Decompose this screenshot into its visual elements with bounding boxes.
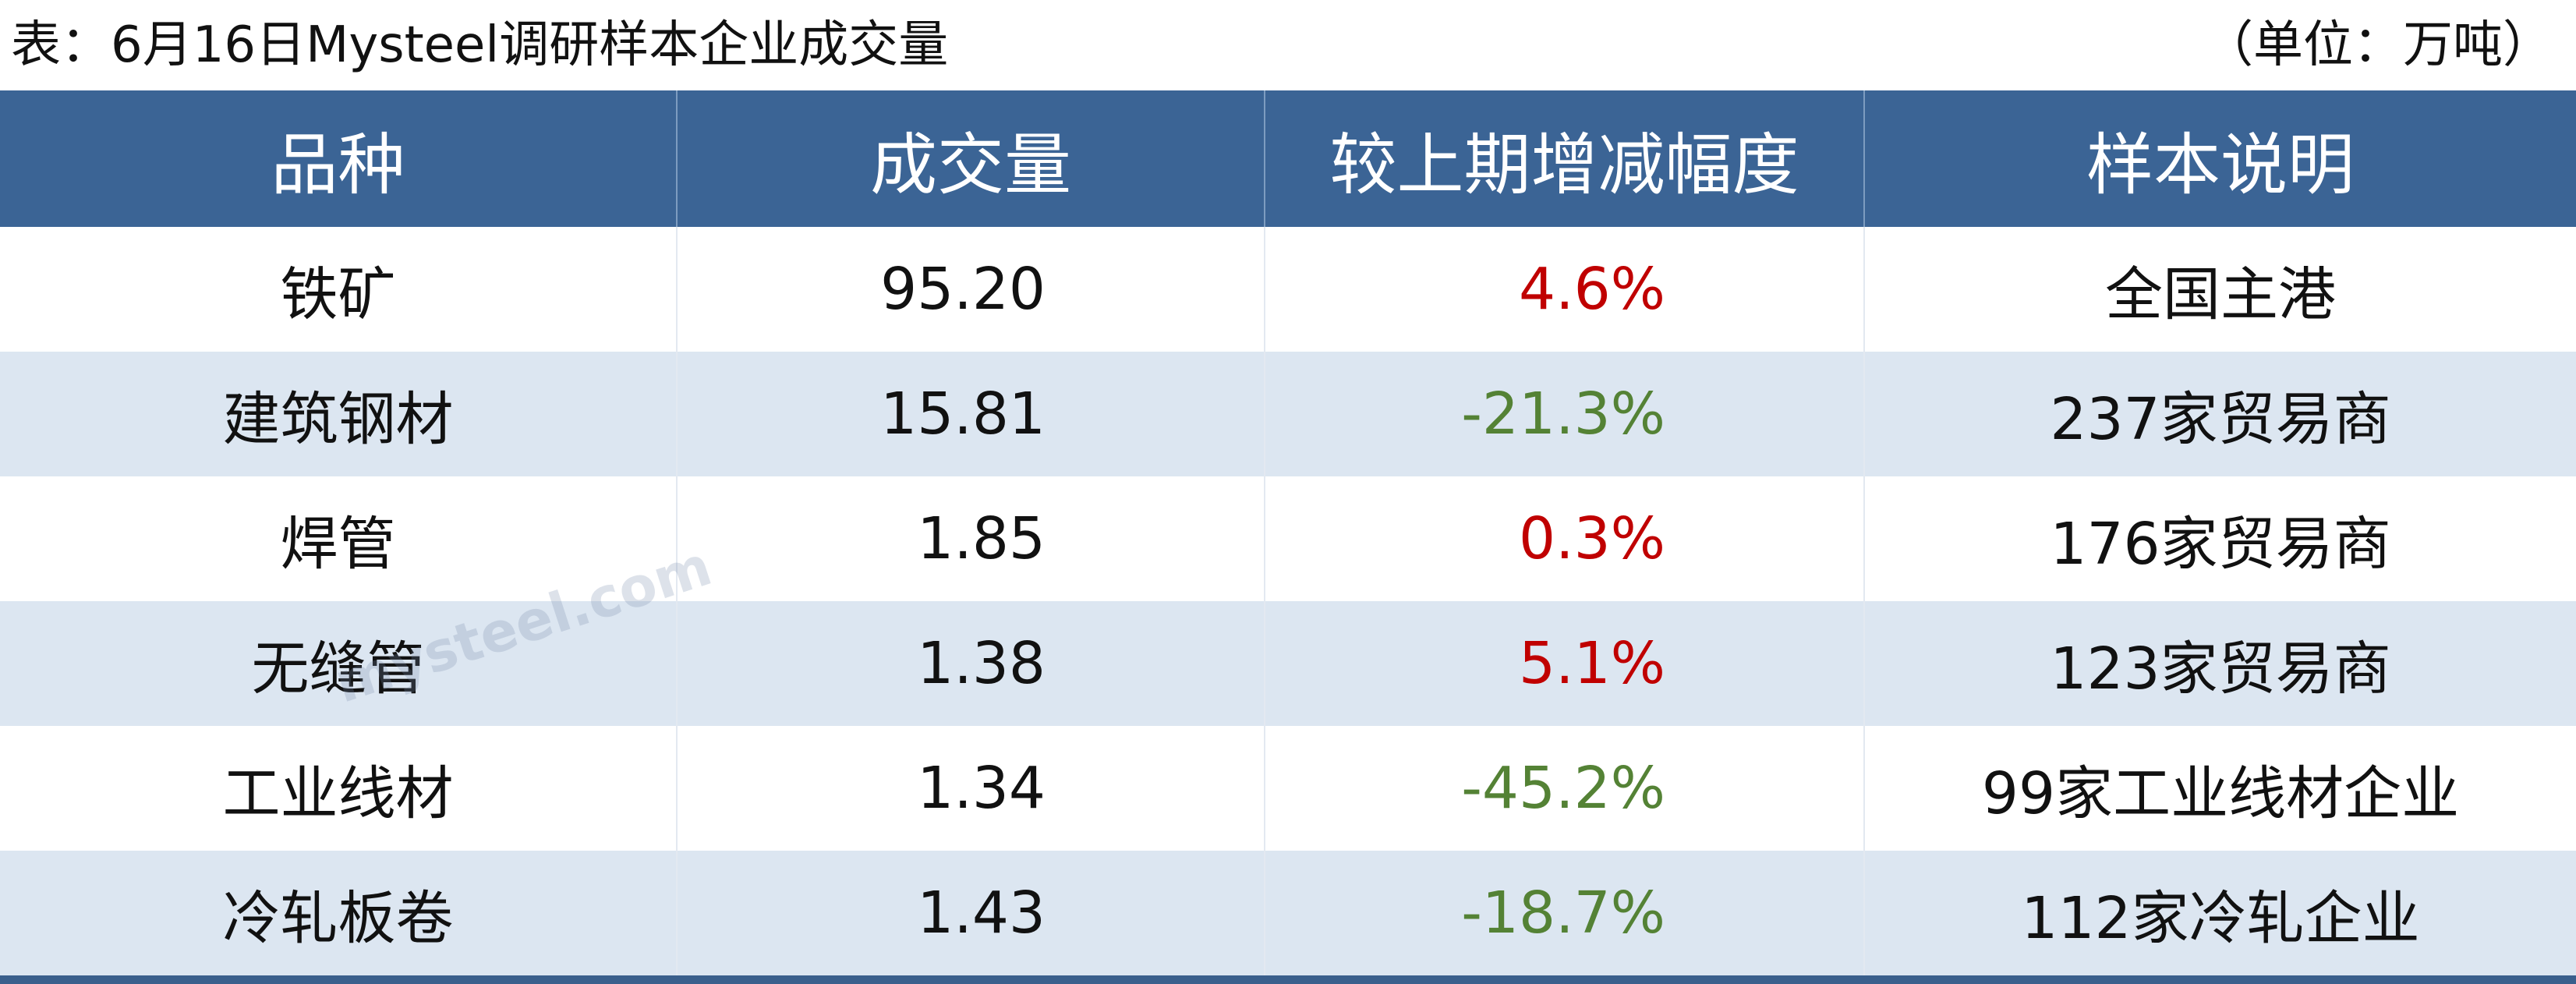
table-cell: 全国主港 (1863, 227, 2576, 352)
table-row: 冷轧板卷 1.43 -18.7% 112家冷轧企业 (0, 851, 2576, 980)
column-header: 较上期增减幅度 (1264, 90, 1864, 227)
table-cell: 铁矿 (280, 260, 396, 328)
table-cell: -18.7% (1264, 851, 1864, 980)
table-row: 铁矿 95.20 4.6% 全国主港 (0, 227, 2576, 352)
table-cell: 建筑钢材 (0, 352, 677, 476)
table-cell: 0.3% (1264, 476, 1864, 601)
column-header: 成交量 (676, 90, 1265, 227)
table-body: 铁矿 95.20 4.6% 全国主港 建筑钢材 15.81 -21.3% 237家贸易商 焊管 1… (0, 227, 2576, 980)
table-cell: 1.38 (676, 601, 1265, 726)
table-cell: 95.20 (676, 227, 1265, 352)
table-row: 建筑钢材 15.81 -21.3% 237家贸易商 (0, 352, 2576, 476)
table-cell: 1.34 (676, 726, 1265, 851)
column-header: 品种 (0, 90, 677, 227)
table-cell: 无缝管 (0, 601, 677, 726)
table-cell: 4.6% (1264, 227, 1864, 352)
table-cell: 176家贸易商 (1863, 476, 2576, 601)
table-cell: 1.43 (676, 851, 1265, 980)
table-row: 工业线材 1.34 -45.2% 99家工业线材企业 (0, 726, 2576, 851)
table-cell: 焊管 (280, 510, 396, 578)
header-row: 品种 成交量 较上期增减幅度 样本说明 (0, 90, 2576, 227)
table-cell: 123家贸易商 (1863, 601, 2576, 726)
title-bar: 表：6月16日Mysteel调研样本企业成交量 （单位：万吨） (0, 0, 2576, 90)
table-cell: 1.85 (676, 476, 1265, 601)
table-cell: 99家工业线材企业 (1863, 726, 2576, 851)
table-title: 表：6月16日Mysteel调研样本企业成交量 (11, 16, 949, 74)
table-cell: 冷轧板卷 (0, 851, 677, 980)
table-cell: 工业线材 (222, 759, 454, 827)
data-table: 品种 成交量 较上期增减幅度 样本说明 铁矿 95.20 4.6% 全国主港 建筑钢材 15.8… (0, 90, 2576, 984)
table-cell: 5.1% (1264, 601, 1864, 726)
table-cell: -45.2% (1264, 726, 1864, 851)
table-cell: 15.81 (676, 352, 1265, 476)
column-header: 样本说明 (1863, 90, 2576, 227)
table-row: 焊管 1.85 0.3% 176家贸易商 (0, 476, 2576, 601)
table-cell: -21.3% (1264, 352, 1864, 476)
table-cell: 112家冷轧企业 (1863, 851, 2576, 980)
table-cell: 237家贸易商 (1863, 352, 2576, 476)
unit-note: （单位：万吨） (2203, 16, 2553, 74)
table-row: 无缝管 1.38 5.1% 123家贸易商 (0, 601, 2576, 726)
